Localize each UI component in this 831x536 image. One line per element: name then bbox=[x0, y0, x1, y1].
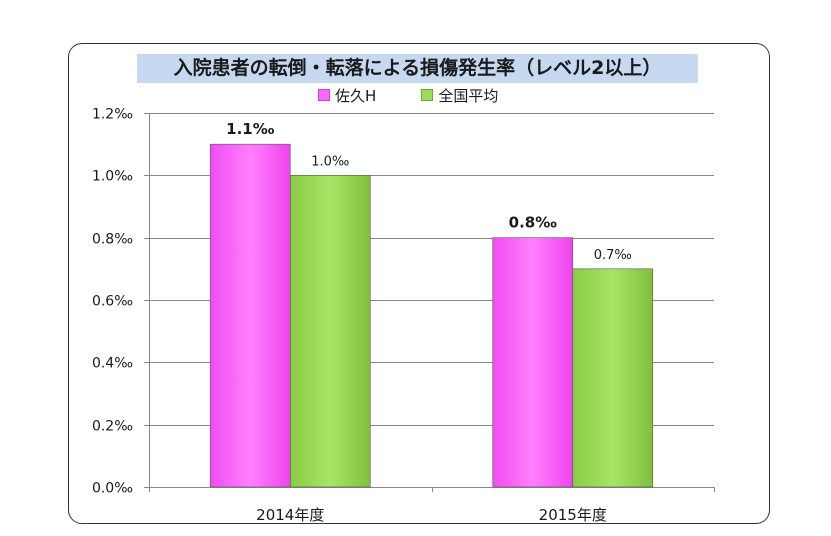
bar-national-1 bbox=[289, 175, 371, 488]
data-label: 0.8‰ bbox=[509, 214, 558, 232]
x-category-label: 2015年度 bbox=[539, 506, 607, 524]
bar-saku-1 bbox=[209, 143, 291, 488]
legend-swatch-national bbox=[421, 89, 434, 101]
y-tick-label: 0.6‰ bbox=[92, 294, 133, 310]
data-label: 0.7‰ bbox=[594, 248, 632, 263]
y-tick-label: 0.4‰ bbox=[92, 356, 133, 372]
y-tick-label: 1.0‰ bbox=[92, 169, 133, 185]
legend: 佐久H 全国平均 bbox=[318, 86, 538, 106]
x-category-label: 2014年度 bbox=[256, 506, 324, 524]
legend-label-saku: 佐久H bbox=[335, 87, 377, 105]
y-tick-label: 0.2‰ bbox=[92, 419, 133, 435]
bar-saku-2 bbox=[492, 237, 574, 488]
legend-label-national: 全国平均 bbox=[438, 87, 499, 105]
legend-swatch-saku bbox=[318, 89, 330, 101]
legend-item-national: 全国平均 bbox=[421, 86, 498, 106]
data-label: 1.1‰ bbox=[226, 120, 275, 138]
chart-title: 入院患者の転倒・転落による損傷発生率（レベル2以上） bbox=[137, 54, 698, 83]
y-tick-label: 0.0‰ bbox=[92, 481, 133, 497]
data-label: 1.0‰ bbox=[311, 154, 349, 169]
legend-item-saku: 佐久H bbox=[318, 86, 376, 106]
bar-national-2 bbox=[572, 268, 654, 488]
y-tick-label: 1.2‰ bbox=[92, 107, 133, 123]
y-tick-label: 0.8‰ bbox=[92, 232, 133, 248]
